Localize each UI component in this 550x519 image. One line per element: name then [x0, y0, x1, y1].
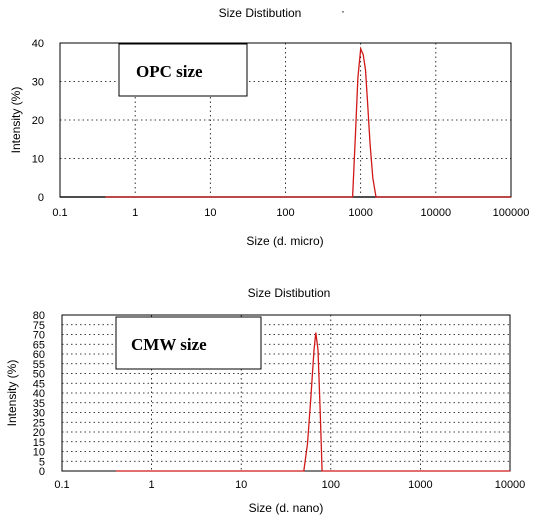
- chart-title: Size Distibution: [248, 286, 331, 300]
- y-tick-label: 70: [33, 330, 45, 342]
- x-tick-label: 1: [149, 479, 155, 491]
- y-tick-label: 80: [33, 310, 45, 322]
- y-tick-label: 30: [32, 77, 44, 89]
- y-tick-label: 20: [32, 115, 44, 127]
- y-axis-label: Intensity (%): [5, 360, 19, 427]
- annotation-label: CMW size: [131, 335, 207, 354]
- y-tick-label: 45: [33, 378, 45, 390]
- y-tick-label: 35: [33, 398, 45, 410]
- y-axis-label: Intensity (%): [9, 87, 23, 154]
- chart-cmw: Size Distibution 0.1 1 10 100 1000 10000 0510…: [5, 286, 525, 515]
- series-line: [105, 46, 511, 198]
- x-axis-label: Size (d. nano): [249, 501, 324, 515]
- y-tick-label: 30: [33, 408, 45, 420]
- x-tick-label: 100000: [493, 207, 530, 219]
- y-tick-label: 10: [33, 447, 45, 459]
- x-tick-label: 1000: [348, 207, 372, 219]
- x-tick-label: 100: [322, 479, 340, 491]
- x-tick-label: 1000: [408, 479, 432, 491]
- grid: [62, 315, 510, 471]
- x-tick-label: 100: [276, 207, 294, 219]
- chart-title: Size Distibution: [219, 6, 302, 20]
- y-tick-label: 15: [33, 437, 45, 449]
- y-tick-label: 40: [32, 38, 44, 50]
- x-axis-label: Size (d. micro): [246, 234, 323, 248]
- y-tick-label: 65: [33, 339, 45, 351]
- x-tick-labels: 0.1 1 10 100 1000 10000: [54, 479, 525, 491]
- x-tick-label: 10: [235, 479, 247, 491]
- x-tick-label: 0.1: [52, 207, 67, 219]
- y-tick-label: 55: [33, 359, 45, 371]
- chart-title-mark: ·: [341, 4, 345, 18]
- y-tick-label: 10: [32, 154, 44, 166]
- x-tick-label: 10000: [421, 207, 452, 219]
- x-tick-label: 0.1: [54, 479, 69, 491]
- annotation-box: [115, 316, 262, 370]
- annotation-label: OPC size: [136, 62, 203, 81]
- y-tick-label: 40: [33, 388, 45, 400]
- y-tick-label: 0: [38, 192, 44, 204]
- y-tick-label: 5: [39, 456, 45, 468]
- x-tick-label: 1: [132, 207, 138, 219]
- annotation-box: [118, 43, 248, 97]
- x-tick-labels: 0.1 1 10 100 1000 10000 100000: [52, 207, 529, 219]
- x-tick-label: 10000: [495, 479, 526, 491]
- chart-opc: Size Distibution · 0.1 1 10 100 1000 10000 100…: [9, 4, 529, 248]
- y-tick-label: 0: [39, 466, 45, 478]
- y-tick-label: 25: [33, 417, 45, 429]
- grid: [60, 43, 511, 197]
- y-tick-labels: 0 10 20 30 40: [32, 38, 44, 204]
- y-tick-label: 60: [33, 349, 45, 361]
- series-line: [115, 332, 510, 472]
- y-tick-label: 50: [33, 369, 45, 381]
- x-tick-label: 10: [204, 207, 216, 219]
- y-tick-label: 20: [33, 427, 45, 439]
- y-tick-label: 75: [33, 320, 45, 332]
